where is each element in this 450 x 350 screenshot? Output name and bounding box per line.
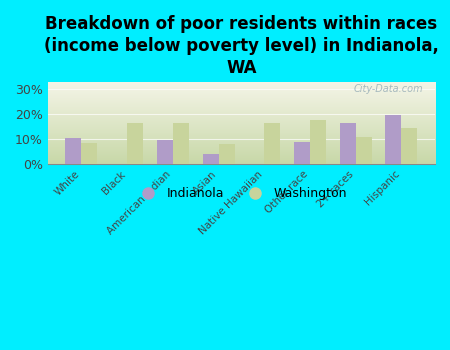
Bar — [340, 123, 356, 164]
Bar — [65, 138, 81, 164]
Bar — [157, 140, 173, 164]
Bar — [127, 123, 143, 164]
Bar — [356, 136, 372, 164]
Bar — [401, 128, 418, 164]
Bar — [81, 143, 97, 164]
Bar — [264, 123, 280, 164]
Legend: Indianola, Washington: Indianola, Washington — [130, 182, 352, 205]
Title: Breakdown of poor residents within races
(income below poverty level) in Indiano: Breakdown of poor residents within races… — [44, 15, 439, 77]
Bar — [202, 154, 219, 164]
Text: City-Data.com: City-Data.com — [354, 84, 423, 94]
Bar — [310, 120, 326, 164]
Bar — [173, 123, 189, 164]
Bar — [294, 141, 310, 164]
Bar — [219, 144, 234, 164]
Bar — [385, 116, 401, 164]
